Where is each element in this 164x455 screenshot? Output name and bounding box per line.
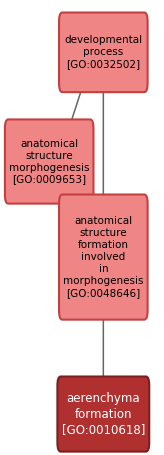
Text: aerenchyma
formation
[GO:0010618]: aerenchyma formation [GO:0010618]	[62, 392, 145, 436]
Text: developmental
process
[GO:0032502]: developmental process [GO:0032502]	[64, 35, 142, 69]
FancyBboxPatch shape	[59, 195, 148, 319]
FancyBboxPatch shape	[57, 377, 149, 451]
Text: anatomical
structure
formation
involved
in
morphogenesis
[GO:0048646]: anatomical structure formation involved …	[63, 216, 144, 298]
Text: anatomical
structure
morphogenesis
[GO:0009653]: anatomical structure morphogenesis [GO:0…	[9, 138, 89, 185]
FancyBboxPatch shape	[59, 12, 148, 92]
FancyBboxPatch shape	[5, 119, 93, 204]
